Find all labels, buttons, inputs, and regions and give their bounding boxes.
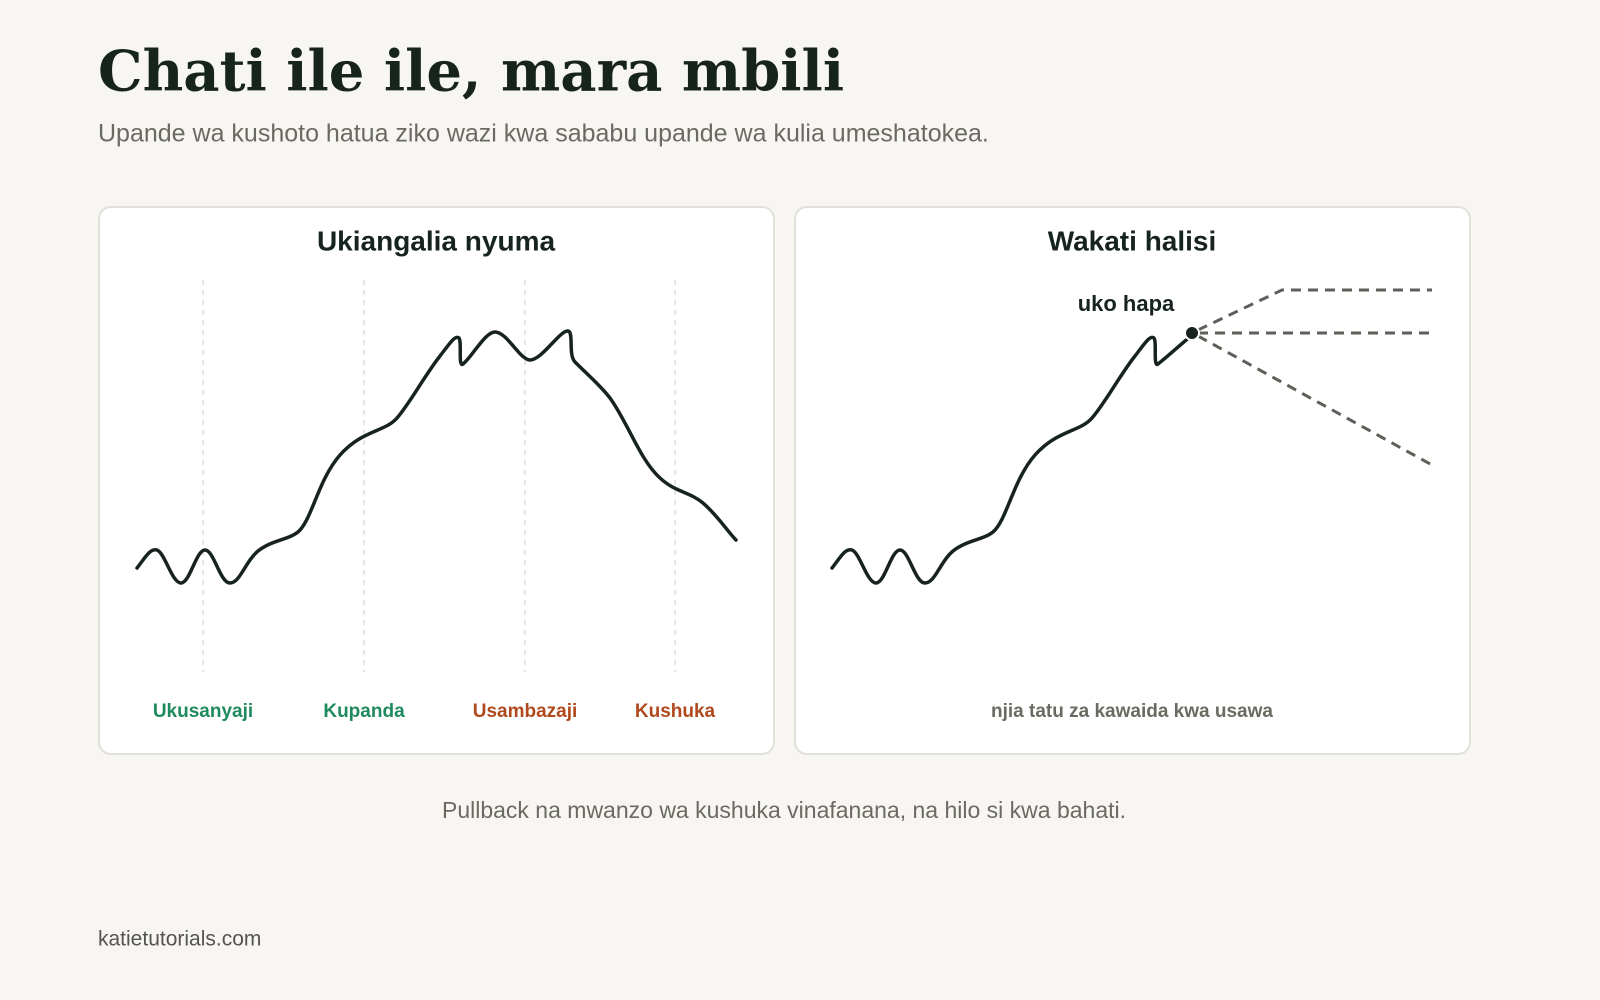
marker-label: uko hapa	[1078, 291, 1175, 316]
phase-label: Usambazaji	[473, 701, 578, 722]
possible-paths	[1197, 288, 1433, 467]
phase-label: Kupanda	[323, 701, 405, 722]
price-curve	[135, 329, 738, 585]
footer: katietutorials.com	[98, 928, 261, 951]
current-point	[1184, 325, 1200, 341]
caption: Pullback na mwanzo wa kushuka vinafanana…	[442, 797, 1126, 823]
phase-label: Kushuka	[635, 701, 716, 722]
page-title: Chati ile ile, mara mbili	[98, 39, 844, 105]
panel	[98, 206, 775, 755]
panel	[794, 206, 1471, 755]
panel-caption: njia tatu za kawaida kwa usawa	[991, 701, 1273, 722]
price-curve	[830, 334, 1193, 585]
panel-title: Wakati halisi	[1048, 225, 1217, 256]
page-subtitle: Upande wa kushoto hatua ziko wazi kwa sa…	[98, 120, 989, 148]
panel-title: Ukiangalia nyuma	[317, 225, 556, 256]
phase-label: Ukusanyaji	[153, 701, 253, 722]
